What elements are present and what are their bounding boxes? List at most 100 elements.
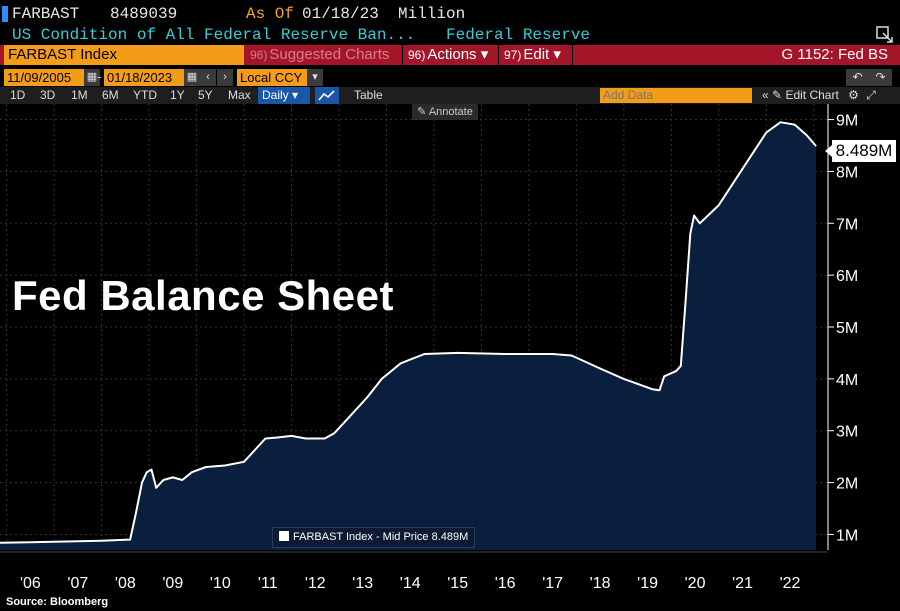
date-range-bar: 11/09/2005 ▦ - 01/18/2023 ▦ ‹ › Local CC… [0, 69, 900, 87]
x-tick-label: '11 [258, 575, 278, 592]
x-tick-label: '15 [447, 575, 468, 592]
axes: '06 '07 '08 '09 '10 '11 '12 '13 '14 '15 '16 '17 '18 '… [0, 104, 858, 592]
chevron-down-icon[interactable]: ▾ [307, 69, 323, 86]
x-tick-label: '07 [67, 575, 88, 592]
description-row: US Condition of All Federal Reserve Ban.… [0, 26, 900, 46]
x-tick-label: '20 [685, 575, 706, 592]
period-1y[interactable]: 1Y [170, 88, 185, 102]
source-note: Source: Bloomberg [6, 596, 109, 608]
period-1m[interactable]: 1M [71, 88, 88, 102]
edit-label: Edit [523, 46, 550, 63]
x-tick-label: '17 [542, 575, 563, 592]
undo-icon[interactable]: ↶ [852, 70, 863, 84]
x-tick-label: '09 [162, 575, 183, 592]
redo-icon[interactable]: ↷ [875, 70, 886, 84]
x-tick-label: '16 [495, 575, 516, 592]
legend-last-value: 8.489M [431, 531, 469, 543]
security-field[interactable]: FARBAST Index [4, 45, 244, 65]
period-3d[interactable]: 3D [40, 88, 56, 102]
annotate-button[interactable]: ✎ Annotate [412, 104, 478, 120]
x-tick-label: '22 [780, 575, 801, 592]
edit-menu[interactable]: 97) Edit ▾ [504, 45, 561, 65]
add-data-input[interactable] [600, 88, 752, 103]
y-tick-label: 9M [836, 113, 858, 130]
calendar-icon[interactable]: ▦ [184, 69, 200, 86]
edit-chart-button[interactable]: « ✎ Edit Chart ⚙ ⤢ [762, 87, 876, 104]
currency-select[interactable]: Local CCY [237, 69, 323, 86]
undo-redo: ↶ ↷ [846, 69, 892, 86]
x-tick-label: '18 [590, 575, 611, 592]
chart-title: Fed Balance Sheet [12, 272, 394, 319]
y-tick-label: 2M [836, 476, 858, 493]
chevron-down-icon: ▾ [480, 46, 489, 63]
x-tick-label: '19 [637, 575, 658, 592]
data-source: Federal Reserve [446, 26, 591, 44]
series-line [0, 121, 817, 544]
actions-menu[interactable]: 96) Actions ▾ [408, 45, 488, 65]
annotate-label: Annotate [428, 106, 473, 118]
calendar-icon[interactable]: ▦ [84, 69, 100, 86]
series-fill [0, 122, 817, 550]
y-tick-label: 5M [836, 320, 858, 337]
security-description: US Condition of All Federal Reserve Ban.… [12, 26, 416, 44]
x-tick-label: '14 [400, 575, 421, 592]
pencil-icon: ✎ [772, 88, 783, 102]
prev-arrow-icon[interactable]: ‹ [200, 69, 216, 86]
fullscreen-icon[interactable]: ⤢ [866, 88, 876, 102]
actions-num: 96) [408, 48, 426, 62]
end-date-input[interactable]: 01/18/2023 [104, 69, 184, 86]
frequency-label: Daily [262, 88, 289, 102]
settings-icon[interactable]: ⚙ [848, 88, 859, 102]
period-6m[interactable]: 6M [102, 88, 119, 102]
balance-sheet-chart[interactable]: '06 '07 '08 '09 '10 '11 '12 '13 '14 '15 '16 '17 '18 '… [0, 104, 900, 596]
suggested-label: Suggested Charts [269, 46, 390, 63]
chevron-down-icon: ▾ [553, 46, 561, 63]
chart-legend[interactable]: FARBAST Index - Mid Price 8.489M [272, 527, 476, 548]
period-1d[interactable]: 1D [10, 88, 26, 102]
legend-swatch [279, 531, 289, 541]
as-of-label: As Of [246, 5, 295, 23]
popout-icon[interactable] [876, 26, 894, 44]
period-bar: 1D 3D 1M 6M YTD 1Y 5Y Max Daily ▾ Table … [0, 87, 900, 104]
legend-series-name: FARBAST Index - Mid Price [293, 531, 429, 543]
x-tick-label: '21 [732, 575, 753, 592]
suggested-num: 96) [250, 48, 268, 62]
y-tick-label: 7M [836, 216, 858, 233]
series-area [0, 121, 817, 550]
units-label: Million [398, 5, 466, 23]
start-date-input[interactable]: 11/09/2005 [4, 69, 84, 86]
y-tick-label: 4M [836, 372, 858, 389]
ticker-symbol[interactable]: FARBAST [12, 5, 80, 23]
table-button[interactable]: Table [354, 88, 383, 102]
suggested-charts-menu[interactable]: 96) Suggested Charts [250, 45, 389, 65]
y-tick-label: 8M [836, 164, 858, 181]
y-tick-label: 1M [836, 527, 858, 544]
currency-label: Local CCY [240, 70, 303, 85]
y-tick-label: 6M [836, 268, 858, 285]
period-5y[interactable]: 5Y [198, 88, 213, 102]
edit-num: 97) [504, 48, 522, 62]
function-label: G 1152: Fed BS [781, 46, 888, 63]
collapse-icon[interactable]: « [762, 88, 769, 102]
pencil-icon: ✎ [417, 106, 427, 118]
ticker-header: FARBAST 8489039 As Of 01/18/23 Million [0, 4, 900, 24]
line-chart-icon[interactable] [315, 87, 339, 104]
x-tick-label: '10 [210, 575, 231, 592]
last-value: 8489039 [110, 5, 178, 23]
last-price-label: 8.489M [832, 140, 896, 162]
period-ytd[interactable]: YTD [133, 88, 157, 102]
actions-label: Actions [427, 46, 477, 63]
edit-chart-label: Edit Chart [785, 88, 839, 102]
x-tick-label: '08 [115, 575, 136, 592]
x-tick-label: '13 [352, 575, 373, 592]
y-tick-label: 3M [836, 424, 858, 441]
last-price-arrow [825, 145, 832, 157]
chevron-down-icon: ▾ [292, 88, 299, 102]
frequency-select[interactable]: Daily ▾ [258, 87, 310, 104]
ticker-marker [2, 6, 8, 22]
as-of-date[interactable]: 01/18/23 [302, 5, 379, 23]
command-bar: FARBAST Index 96) Suggested Charts 96) Act… [0, 45, 900, 65]
next-arrow-icon[interactable]: › [217, 69, 233, 86]
x-tick-label: '06 [20, 575, 41, 592]
period-max[interactable]: Max [228, 88, 251, 102]
